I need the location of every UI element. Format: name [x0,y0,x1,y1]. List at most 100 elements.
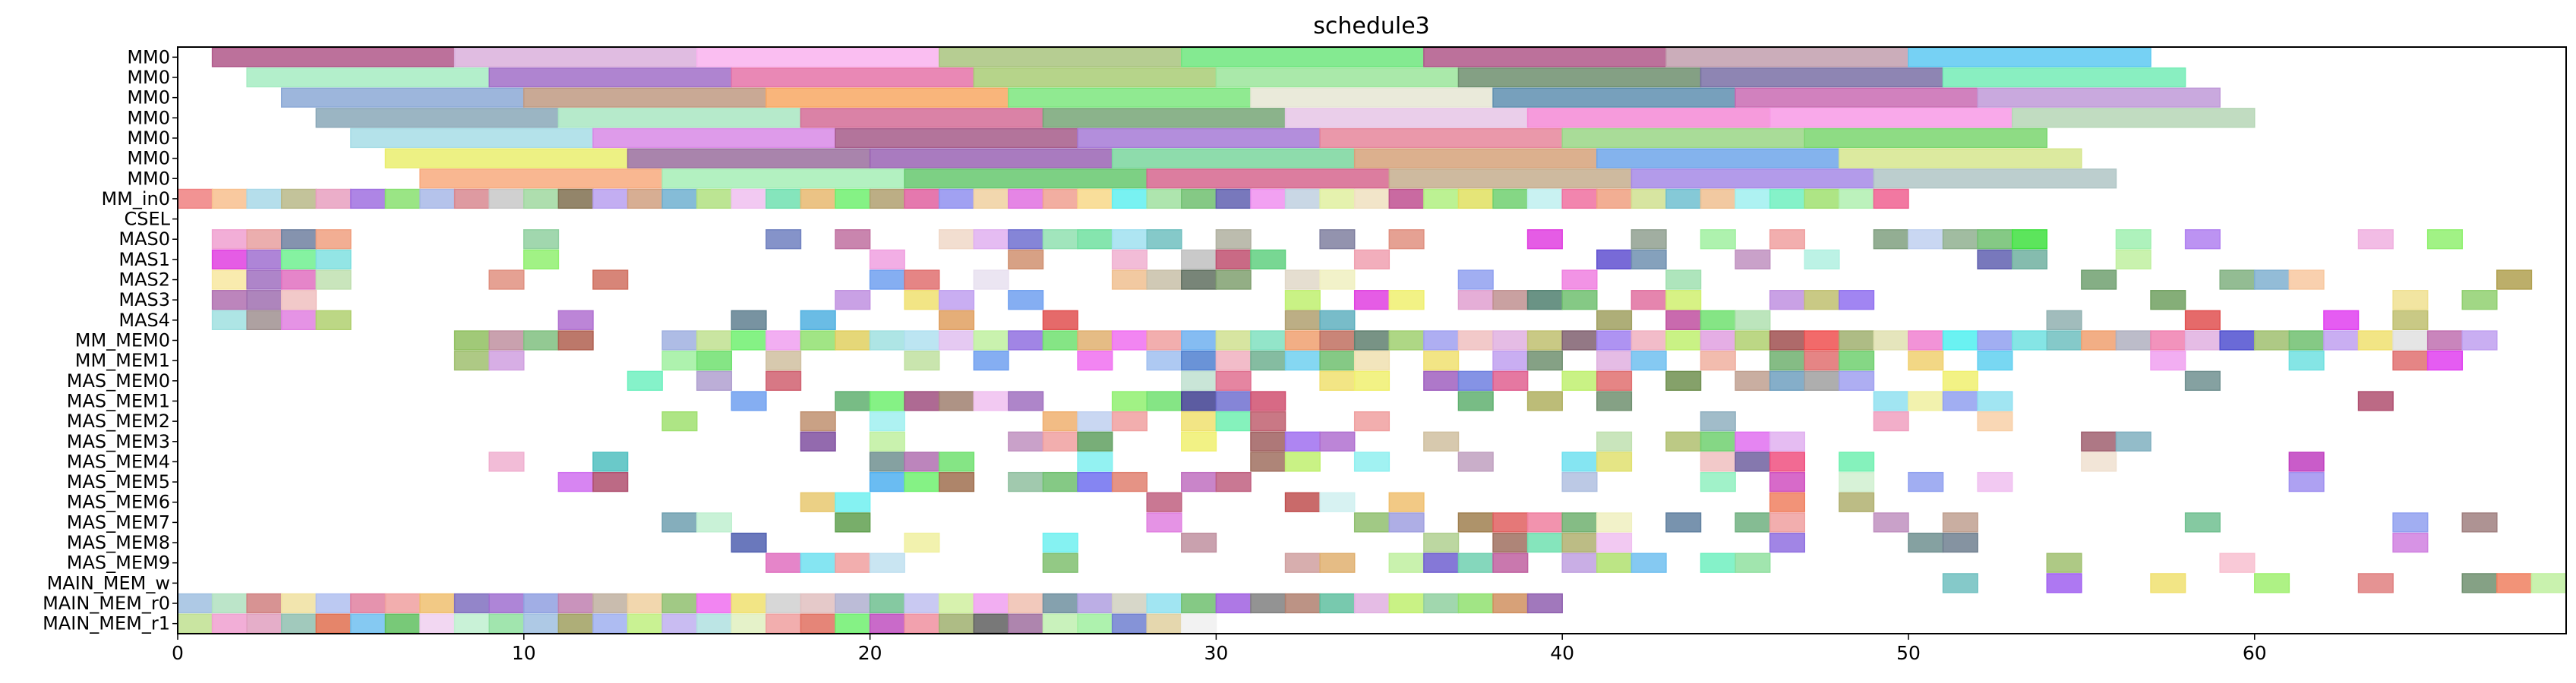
schedule-bar [2288,471,2325,493]
schedule-bar [1250,593,1286,614]
schedule-bar [1665,47,1909,68]
schedule-bar [1596,431,1633,452]
schedule-bar [1388,168,1633,189]
schedule-bar [1077,471,1113,493]
schedule-bar [1908,351,1944,371]
schedule-bar [2426,351,2464,371]
schedule-bar [315,613,352,634]
schedule-bar [1804,290,1840,310]
schedule-bar [488,67,733,88]
schedule-bar [1492,188,1529,209]
schedule-bar [1042,471,1078,493]
schedule-bar [1181,411,1217,432]
schedule-bar [1284,452,1321,472]
schedule-bar [1526,188,1563,209]
schedule-bar [627,613,663,634]
schedule-bar [1042,330,1078,351]
schedule-bar [1769,188,1805,209]
schedule-bar [1319,127,1563,149]
schedule-bar [904,290,940,310]
schedule-bar [1769,330,1805,351]
schedule-bar [1146,229,1182,250]
schedule-bar [1457,188,1494,209]
schedule-bar [1215,249,1252,270]
schedule-bar [384,148,629,168]
schedule-bar [1492,593,1529,614]
y-tick-label: MAIN_MEM_w [47,572,170,593]
schedule-bar [973,391,1009,411]
schedule-bar [1492,532,1529,553]
bars-layer [177,47,2567,634]
schedule-bar [1977,87,2221,108]
schedule-bar [661,168,905,189]
schedule-bar [1146,330,1182,351]
schedule-bar [661,330,698,351]
schedule-bar [1700,67,1944,88]
schedule-bar [1181,188,1217,209]
schedule-bar [1804,188,1840,209]
schedule-bar [280,249,317,270]
schedule-bar [1735,370,1771,391]
schedule-bar [696,47,940,68]
schedule-bar [904,532,940,553]
schedule-bar [2150,351,2186,371]
schedule-bar [280,290,317,310]
schedule-bar [2115,249,2151,270]
schedule-bar [488,188,525,209]
schedule-bar [1042,532,1078,553]
schedule-bar [1423,330,1460,351]
schedule-bar [1908,47,2151,68]
schedule-bar [1769,229,1805,250]
schedule-bar [1942,512,1978,533]
schedule-bar [246,67,490,88]
schedule-bar [1492,351,1529,371]
schedule-bar [2081,330,2117,351]
y-tick-label: MAS4 [118,310,170,331]
schedule-bar [1769,471,1805,493]
schedule-bar [869,552,905,573]
schedule-bar [1042,310,1078,330]
schedule-bar [1977,471,2013,493]
schedule-bar [1561,290,1598,310]
schedule-bar [696,188,733,209]
schedule-bar [869,188,905,209]
schedule-bar [1146,188,1182,209]
schedule-bar [1596,249,1633,270]
schedule-bar [1423,532,1460,553]
schedule-bar [1804,127,2048,149]
schedule-bar [1873,411,1909,432]
schedule-bar [1181,370,1217,391]
schedule-bar [939,310,975,330]
schedule-bar [211,229,248,250]
schedule-bar [1181,249,1217,270]
schedule-bar [1353,351,1391,371]
schedule-bar [835,593,871,614]
schedule-bar [1353,370,1391,391]
schedule-bar [1839,452,1875,472]
schedule-bar [1457,330,1494,351]
schedule-bar [453,613,490,634]
schedule-bar [315,269,352,290]
schedule-bar [939,593,975,614]
schedule-bar [766,87,1009,108]
y-tick-label: MM0 [127,168,170,189]
schedule-bar [1457,290,1494,310]
schedule-bar [1804,330,1840,351]
schedule-bar [1319,310,1356,330]
schedule-bar [1181,532,1217,553]
schedule-bar [280,269,317,290]
schedule-bar [1561,452,1598,472]
y-tick-label: MAS1 [118,249,170,270]
schedule-bar [1111,391,1148,411]
schedule-bar [2046,573,2082,593]
schedule-bar [1804,351,1840,371]
schedule-bar [2081,269,2117,290]
schedule-bar [592,471,629,493]
schedule-bar [1665,290,1702,310]
schedule-bar [1042,108,1286,128]
schedule-bar [2150,330,2186,351]
schedule-bar [1457,67,1702,88]
schedule-bar [2461,290,2498,310]
y-tick-label: MAS_MEM4 [67,451,170,472]
schedule-bar [453,593,490,614]
